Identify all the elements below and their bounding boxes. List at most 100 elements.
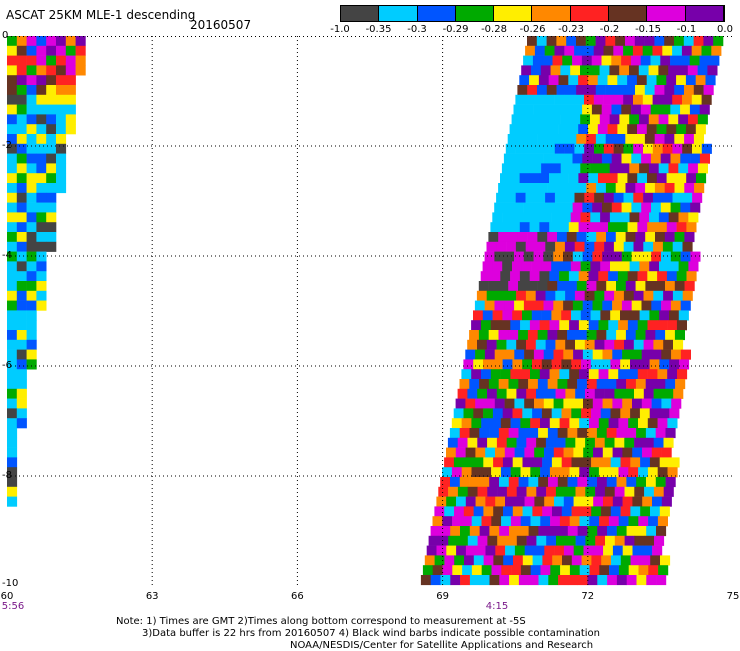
swath-cell — [565, 388, 576, 399]
swath-cell — [26, 310, 37, 321]
swath-cell — [551, 261, 562, 272]
swath-cell — [597, 575, 608, 586]
swath-cell — [623, 45, 634, 56]
swath-cell — [530, 467, 541, 478]
swath-cell — [567, 330, 578, 341]
swath-cell — [664, 183, 675, 194]
swath-cell — [616, 428, 627, 439]
swath-cell — [590, 163, 601, 174]
swath-cell — [670, 55, 681, 66]
swath-cell — [496, 388, 507, 399]
swath-cell — [26, 241, 37, 252]
swath-cell — [16, 398, 27, 409]
swath-cell — [616, 281, 627, 292]
swath-cell — [46, 65, 57, 76]
swath-cell — [26, 94, 37, 105]
swath-cell — [666, 173, 677, 184]
swath-cell — [649, 261, 660, 272]
swath-cell — [540, 516, 551, 527]
swath-cell — [597, 477, 608, 488]
swath-cell — [665, 428, 676, 439]
swath-cell — [630, 408, 641, 419]
swath-cell — [529, 75, 540, 86]
swath-cell — [536, 535, 547, 546]
swath-cell — [615, 36, 626, 47]
swath-cell — [619, 261, 630, 272]
swath-cell — [670, 104, 681, 115]
swath-cell — [628, 418, 639, 429]
swath-cell — [453, 408, 464, 419]
swath-cell — [519, 173, 530, 184]
swath-cell — [566, 232, 577, 243]
swath-cell — [553, 349, 564, 360]
swath-cell — [531, 163, 542, 174]
swath-cell — [510, 467, 521, 478]
swath-cell — [628, 516, 639, 527]
swath-cell — [16, 173, 27, 184]
swath-cell — [611, 555, 622, 566]
swath-cell — [630, 506, 641, 517]
swath-cell — [7, 496, 18, 507]
swath-cell — [478, 281, 489, 292]
swath-cell — [547, 183, 558, 194]
swath-cell — [623, 94, 634, 105]
swath-cell — [595, 36, 606, 47]
swath-cell — [508, 281, 519, 292]
swath-cell — [549, 222, 560, 233]
swath-cell — [16, 94, 27, 105]
note-line-1: Note: 1) Times are GMT 2)Times along bot… — [116, 616, 526, 627]
swath-cell — [536, 486, 547, 497]
swath-cell — [557, 428, 568, 439]
swath-cell — [508, 232, 519, 243]
swath-cell — [496, 339, 507, 350]
swath-cell — [16, 408, 27, 419]
swath-cell — [493, 457, 504, 468]
swath-cell — [7, 447, 18, 458]
swath-cell — [499, 575, 510, 586]
swath-cell — [662, 94, 673, 105]
swath-cell — [469, 575, 480, 586]
swath-cell — [617, 271, 628, 282]
swath-cell — [640, 506, 651, 517]
swath-cell — [434, 506, 445, 517]
swath-cell — [473, 555, 484, 566]
swath-cell — [471, 418, 482, 429]
swath-cell — [514, 496, 525, 507]
swath-cell — [517, 183, 528, 194]
swath-cell — [65, 65, 76, 76]
swath-cell — [519, 75, 530, 86]
swath-cell — [649, 310, 660, 321]
swath-cell — [627, 173, 638, 184]
swath-cell — [533, 104, 544, 115]
swath-cell — [521, 114, 532, 125]
swath-cell — [604, 388, 615, 399]
swath-cell — [481, 369, 492, 380]
swath-cell — [36, 114, 47, 125]
swath-cell — [659, 457, 670, 468]
swath-cell — [593, 545, 604, 556]
product-title: ASCAT 25KM MLE-1 descending — [6, 8, 196, 22]
swath-cell — [46, 134, 57, 145]
swath-cell — [638, 565, 649, 576]
swath-cell — [537, 281, 548, 292]
swath-cell — [628, 565, 639, 576]
swath-cell — [527, 330, 538, 341]
swath-cell — [600, 212, 611, 223]
swath-cell — [657, 516, 668, 527]
swath-cell — [527, 134, 538, 145]
swath-cell — [564, 45, 575, 56]
swath-cell — [565, 535, 576, 546]
swath-cell — [641, 349, 652, 360]
swath-cell — [36, 241, 47, 252]
swath-cell — [506, 388, 517, 399]
swath-cell — [511, 212, 522, 223]
swath-cell — [621, 153, 632, 164]
swath-cell — [520, 565, 531, 576]
swath-cell — [616, 575, 627, 586]
swath-cell — [504, 398, 515, 409]
swath-cell — [553, 300, 564, 311]
swath-cell — [560, 114, 571, 125]
swath-cell — [26, 330, 37, 341]
swath-cell — [622, 398, 633, 409]
swath-cell — [580, 163, 591, 174]
